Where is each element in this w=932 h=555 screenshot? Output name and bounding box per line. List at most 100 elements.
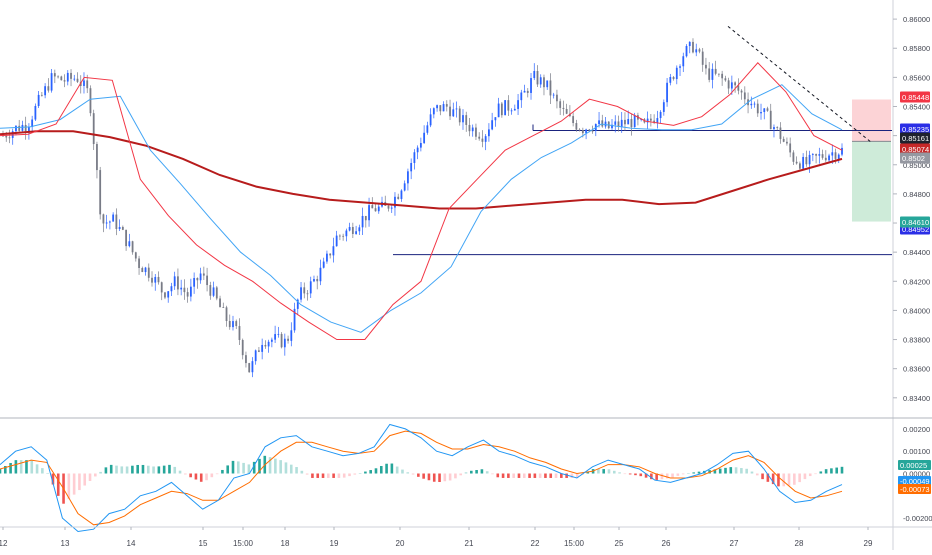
candle-body <box>423 132 426 144</box>
candle-body <box>811 154 814 155</box>
macd-histogram-bar <box>814 473 817 475</box>
price-tick-label: 0.86000 <box>903 15 930 24</box>
candle-body <box>329 253 332 256</box>
candle-body <box>513 108 516 111</box>
candle-body <box>549 80 552 96</box>
candle-body <box>335 235 338 247</box>
candle-body <box>377 206 380 212</box>
candle-body <box>543 77 545 88</box>
candle-body <box>452 109 455 117</box>
dashed-trendline[interactable] <box>727 26 873 144</box>
candle-body <box>526 90 529 93</box>
candle-body <box>108 221 111 223</box>
macd-histogram-bar <box>125 466 129 474</box>
macd-histogram-bar <box>459 473 463 476</box>
macd-histogram-bar <box>194 473 198 480</box>
candle-body <box>737 85 740 91</box>
macd-histogram-bar <box>242 462 245 474</box>
candle-body <box>199 273 202 281</box>
macd-histogram-bar <box>480 469 484 474</box>
candle-body <box>672 77 675 80</box>
candle-body <box>821 154 824 158</box>
candle-body <box>763 108 766 113</box>
candle-body <box>141 268 144 273</box>
time-tick-label: 29 <box>864 539 873 548</box>
candle-body <box>125 229 127 247</box>
macd-histogram-bar <box>634 473 637 476</box>
macd-histogram-bar <box>803 473 807 480</box>
candle-body <box>662 102 665 112</box>
time-tick-label: 18 <box>281 539 290 548</box>
candle-body <box>83 80 85 86</box>
macd-histogram-bar <box>46 473 49 474</box>
macd-histogram-bar <box>575 473 579 478</box>
time-tick-label: 14 <box>127 539 136 548</box>
price-label-text: 0.85448 <box>902 93 929 102</box>
take-profit-zone[interactable] <box>852 141 891 222</box>
candle-body <box>507 100 510 111</box>
macd-histogram-bar <box>173 466 177 474</box>
position-tool[interactable] <box>852 99 891 222</box>
macd-histogram-bar <box>247 464 251 474</box>
macd-histogram-bar <box>687 473 690 474</box>
candle-body <box>653 120 656 123</box>
candle-body <box>666 82 668 103</box>
candle-body <box>753 103 756 105</box>
macd-histogram-bar <box>517 473 521 478</box>
candle-body <box>523 90 526 93</box>
macd-histogram-bar <box>109 464 113 474</box>
price-label-box <box>900 91 930 103</box>
candle-body <box>209 285 212 296</box>
candle-body <box>530 78 532 93</box>
candle-body <box>277 333 280 335</box>
candle-body <box>105 222 108 224</box>
candle-body <box>828 155 830 161</box>
candle-body <box>2 135 4 137</box>
candle-body <box>37 94 40 106</box>
macd-histogram-bar <box>374 468 378 474</box>
macd-histogram-bar <box>184 473 187 475</box>
candle-body <box>63 80 66 82</box>
macd-histogram-bar <box>210 473 214 478</box>
price-label-box <box>900 143 930 155</box>
macd-histogram-bar <box>305 473 309 475</box>
price-tick-label: 0.84800 <box>903 190 930 199</box>
price-tick-label: 0.84400 <box>903 248 930 257</box>
candle-body <box>708 68 711 80</box>
stop-loss-zone[interactable] <box>852 99 891 142</box>
candle-body <box>575 123 578 130</box>
macd-histogram-bar <box>115 465 118 474</box>
candle-body <box>818 154 821 156</box>
macd-histogram-bar <box>215 473 219 475</box>
macd-histogram-bar <box>533 473 537 478</box>
macd-histogram-bar <box>485 471 489 474</box>
candle-body <box>604 121 607 127</box>
candle-body <box>374 208 377 212</box>
price-label-text: 0.8502 <box>902 154 925 163</box>
candle-body <box>484 136 487 142</box>
candle-body <box>394 196 396 208</box>
candle-body <box>419 143 422 148</box>
candle-body <box>76 78 79 82</box>
candle-body <box>167 291 170 298</box>
macd-histogram-bar <box>337 473 341 478</box>
macd-histogram-bar <box>41 468 44 474</box>
macd-histogram-bar <box>602 469 605 474</box>
candle-body <box>462 115 464 123</box>
trendline[interactable] <box>727 26 873 144</box>
macd-histogram-bar <box>56 473 60 496</box>
moving-averages <box>0 62 843 340</box>
macd-histogram-bar <box>369 470 372 474</box>
macd-histogram-bar <box>348 473 351 477</box>
macd-histogram-bar <box>274 458 277 474</box>
price-tick-label: 0.84200 <box>903 277 930 286</box>
macd-signal-line <box>0 430 843 526</box>
macd-histogram-bar <box>422 473 425 479</box>
time-tick-label: 15:00 <box>233 539 254 548</box>
candle-body <box>267 341 270 347</box>
macd-histogram-bar <box>522 473 526 478</box>
candle-body <box>471 127 474 132</box>
candle-body <box>591 130 594 132</box>
